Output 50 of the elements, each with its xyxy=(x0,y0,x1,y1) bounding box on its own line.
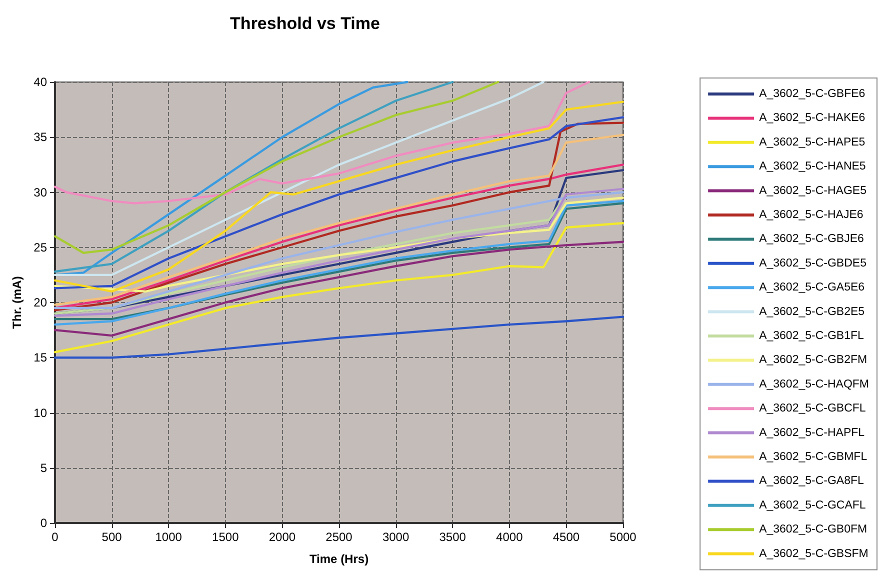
legend-label: A_3602_5-C-HAKE6 xyxy=(759,112,866,124)
x-tick-label: 3000 xyxy=(382,530,410,544)
y-tick-label: 40 xyxy=(34,75,48,89)
y-tick-label: 0 xyxy=(40,516,48,530)
legend-label: A_3602_5-C-GBFE6 xyxy=(759,88,866,100)
legend-label: A_3602_5-C-GB2FM xyxy=(759,354,868,366)
x-tick-label: 2500 xyxy=(326,530,353,544)
legend-label: A_3602_5-C-GBDE5 xyxy=(759,257,866,270)
line-series xyxy=(54,316,624,359)
x-tick-label: 1500 xyxy=(212,530,240,544)
x-tick-label: 5000 xyxy=(610,530,637,544)
legend-label: A_3602_5-C-HAGE5 xyxy=(759,184,866,197)
legend-label: A_3602_5-C-GB0FM xyxy=(759,524,868,536)
legend-label: A_3602_5-C-GBJE6 xyxy=(759,233,864,246)
y-tick-label: 35 xyxy=(34,130,48,144)
line-series xyxy=(54,80,545,276)
y-tick-label: 25 xyxy=(34,240,48,254)
y-tick-label: 10 xyxy=(34,406,48,420)
x-tick-label: 1000 xyxy=(155,530,182,544)
y-tick-label: 5 xyxy=(40,460,48,475)
legend-label: A_3602_5-C-HAPE5 xyxy=(759,136,866,148)
legend-label: A_3602_5-C-GA8FL xyxy=(759,475,865,488)
legend-label: A_3602_5-C-HAPFL xyxy=(759,426,866,439)
x-tick-label: 500 xyxy=(102,530,122,544)
y-tick-label: 30 xyxy=(34,185,48,200)
y-tick-label: 15 xyxy=(34,350,48,365)
x-tick-label: 0 xyxy=(52,530,59,544)
line-series xyxy=(54,240,624,337)
legend-label: A_3602_5-C-HAQFM xyxy=(759,378,870,390)
legend-label: A_3602_5-C-GBSFM xyxy=(759,548,868,560)
x-tick-label: 4000 xyxy=(496,530,524,544)
line-series xyxy=(54,80,590,204)
legend-label: A_3602_5-C-GCAFL xyxy=(759,499,866,512)
legend-label: A_3602_5-C-HANE5 xyxy=(759,160,866,173)
y-axis-title: Thr. (mA) xyxy=(10,276,24,329)
legend-label: A_3602_5-C-GB1FL xyxy=(759,330,865,342)
legend-label: A_3602_5-C-HAJE6 xyxy=(759,209,864,221)
chart-title: Threshold vs Time xyxy=(230,14,380,33)
legend-label: A_3602_5-C-GBCFL xyxy=(759,402,866,415)
line-series xyxy=(54,196,624,293)
x-tick-label: 4500 xyxy=(552,530,580,544)
line-series xyxy=(54,222,624,354)
line-series xyxy=(54,80,500,254)
y-tick-label: 20 xyxy=(34,296,48,310)
x-tick-label: 2000 xyxy=(268,530,296,544)
legend-label: A_3602_5-C-GB2E5 xyxy=(759,306,865,318)
legend-label: A_3602_5-C-GA5E6 xyxy=(759,282,865,294)
x-axis-title: Time (Hrs) xyxy=(309,552,369,566)
x-tick-label: 3500 xyxy=(439,530,466,544)
legend-label: A_3602_5-C-GBMFL xyxy=(759,451,868,463)
